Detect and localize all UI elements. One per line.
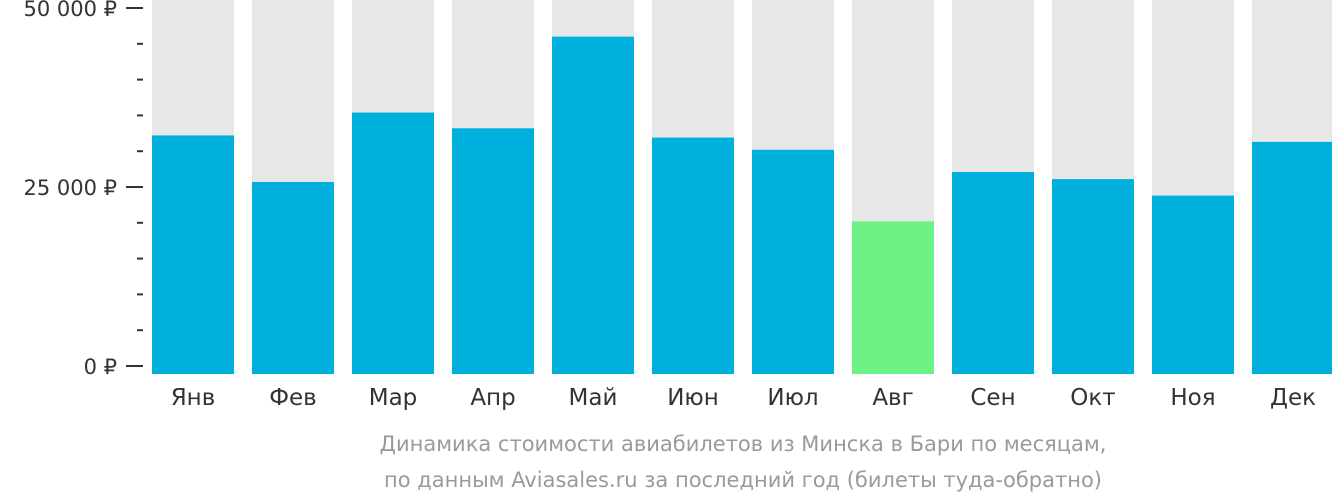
x-tick-label: Апр <box>470 385 515 411</box>
chart-caption-line-1: Динамика стоимости авиабилетов из Минска… <box>379 432 1107 456</box>
bar-5[interactable] <box>552 36 634 374</box>
bar-12[interactable] <box>1252 141 1332 374</box>
chart-caption-line-2: по данным Aviasales.ru за последний год … <box>384 468 1102 492</box>
x-tick-label: Мар <box>369 385 418 411</box>
bar-9[interactable] <box>952 171 1034 374</box>
x-tick-label: Дек <box>1270 385 1316 411</box>
x-axis: Янв Фев Мар Апр Май Июн Июл Авг Сен Окт Ноя Дек <box>171 385 1316 411</box>
bar-8[interactable] <box>852 221 934 374</box>
x-tick-label: Сен <box>970 385 1015 411</box>
bar-6[interactable] <box>652 137 734 374</box>
y-tick-label: 50 000 ₽ <box>23 0 117 21</box>
bar-11[interactable] <box>1152 195 1234 374</box>
y-tick-label: 25 000 ₽ <box>23 176 117 200</box>
bar-4[interactable] <box>452 128 534 374</box>
x-tick-label: Авг <box>872 385 913 411</box>
y-axis: 0 ₽ 25 000 ₽ 50 000 ₽ <box>23 0 143 379</box>
y-tick-label: 0 ₽ <box>84 355 117 379</box>
x-tick-label: Май <box>569 385 618 411</box>
bar-3[interactable] <box>352 112 434 374</box>
bar-1[interactable] <box>152 135 234 374</box>
bar-10[interactable] <box>1052 179 1134 374</box>
bar-7[interactable] <box>752 149 834 374</box>
price-bar-chart: 0 ₽ 25 000 ₽ 50 000 ₽ Янв Фев Мар Апр Май Июн Ию… <box>23 0 1332 411</box>
value-bars <box>152 36 1332 374</box>
x-tick-label: Фев <box>269 385 317 411</box>
x-tick-label: Ноя <box>1170 385 1215 411</box>
x-tick-label: Янв <box>171 385 216 411</box>
bar-2[interactable] <box>252 181 334 374</box>
x-tick-label: Июл <box>767 385 818 411</box>
x-tick-label: Окт <box>1070 385 1115 411</box>
x-tick-label: Июн <box>667 385 719 411</box>
